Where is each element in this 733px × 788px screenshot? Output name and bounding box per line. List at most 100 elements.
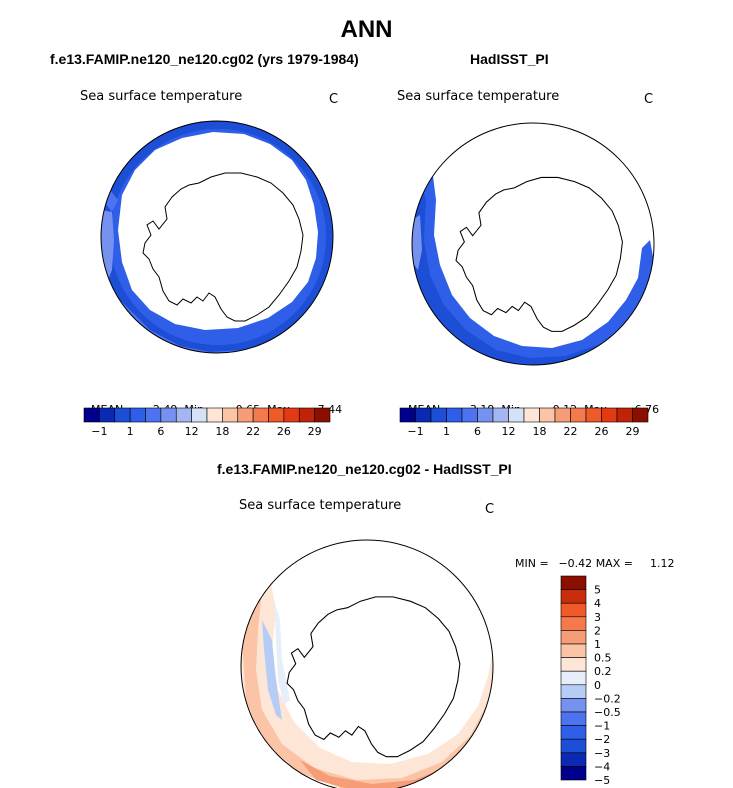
panel-2-colorbar-tick-label: 18 bbox=[533, 425, 547, 438]
panel-1-colorbar-tick-label: −1 bbox=[91, 425, 107, 438]
panel-3-colorbar-tick-label: 3 bbox=[594, 611, 601, 624]
main-title: ANN bbox=[340, 16, 393, 43]
panel-3-units-label: C bbox=[485, 502, 495, 517]
panel-3-colorbar-tick-label: −5 bbox=[594, 774, 610, 787]
panel-3-colorbar-swatch bbox=[560, 643, 587, 658]
map-2-boundary bbox=[411, 122, 655, 366]
panel-3-colorbar-swatch bbox=[560, 589, 587, 604]
panel-2-colorbar: −1 1 6 12 18 22 26 29 bbox=[399, 407, 649, 438]
panel-2-colorbar-swatch bbox=[446, 407, 463, 423]
panel-2-colorbar-tick-label: 1 bbox=[443, 425, 450, 438]
panel-3-variable-label: Sea surface temperature bbox=[239, 498, 402, 513]
panel-3-min-label: MIN = bbox=[515, 557, 549, 570]
panel-1-colorbar-swatch bbox=[268, 407, 285, 423]
panel-1-colorbar-swatch bbox=[129, 407, 146, 423]
map-2-ocean-light-patch bbox=[412, 215, 422, 270]
panel-2-colorbar-swatch bbox=[570, 407, 587, 423]
map-1 bbox=[100, 120, 334, 354]
panel-2-variable-label: Sea surface temperature bbox=[397, 89, 560, 104]
panel-1-title: f.e13.FAMIP.ne120_ne120.cg02 (yrs 1979-1… bbox=[50, 51, 359, 67]
map-2-antarctica-outline bbox=[455, 176, 623, 332]
map-1-boundary bbox=[100, 120, 334, 354]
panel-2-colorbar-swatch bbox=[523, 407, 540, 423]
panel-3-colorbar-tick-label: 1 bbox=[594, 638, 601, 651]
panel-2-colorbar-tick-label: 6 bbox=[474, 425, 481, 438]
map-3-diff-cool-patch bbox=[262, 620, 282, 720]
panel-2-colorbar-swatch bbox=[539, 407, 556, 423]
panel-3-stats: MIN = −0.42 MAX = 1.12 bbox=[508, 544, 674, 570]
panel-3-colorbar-tick-label: −0.5 bbox=[594, 706, 621, 719]
panel-1-colorbar-swatch bbox=[160, 407, 177, 423]
panel-1-variable-label: Sea surface temperature bbox=[80, 89, 243, 104]
map-3-antarctica-outline bbox=[286, 596, 461, 758]
panel-2-colorbar-swatch bbox=[492, 407, 509, 423]
panel-1-colorbar-swatch bbox=[222, 407, 239, 423]
panel-1-colorbar-swatch bbox=[145, 407, 162, 423]
panel-3-min-value: −0.42 bbox=[558, 557, 593, 570]
panel-1-colorbar-swatch bbox=[114, 407, 131, 423]
panel-1-colorbar-tick-label: 26 bbox=[277, 425, 291, 438]
panel-1-colorbar: −1 1 6 12 18 22 26 29 bbox=[83, 407, 331, 438]
panel-2-units-label: C bbox=[644, 92, 654, 107]
panel-3-colorbar-tick-label: −2 bbox=[594, 733, 610, 746]
panel-3-colorbar-swatch bbox=[560, 738, 587, 754]
panel-3-colorbar-swatch bbox=[560, 602, 587, 618]
panel-3-colorbar-swatch bbox=[560, 575, 587, 590]
panel-2-colorbar-swatch bbox=[616, 407, 633, 423]
panel-2-colorbar-swatch bbox=[415, 407, 432, 423]
panel-3-colorbar-swatch bbox=[560, 684, 587, 699]
panel-3-colorbar-tick-label: 2 bbox=[594, 624, 601, 637]
panel-2-colorbar-swatch bbox=[508, 407, 525, 423]
panel-1-colorbar-swatch bbox=[191, 407, 208, 423]
panel-2-colorbar-swatch bbox=[632, 407, 649, 423]
panel-3-colorbar-tick-label: 0.5 bbox=[594, 652, 612, 665]
panel-2-colorbar-swatch bbox=[461, 407, 478, 423]
panel-1-colorbar-tick-label: 18 bbox=[215, 425, 229, 438]
panel-1-colorbar-swatch bbox=[314, 407, 331, 423]
panel-1-colorbar-tick-label: 1 bbox=[127, 425, 134, 438]
panel-2-colorbar-swatch bbox=[601, 407, 618, 423]
panel-2-colorbar-swatch bbox=[585, 407, 602, 423]
panel-2-colorbar-swatch bbox=[554, 407, 571, 423]
panel-3-colorbar-tick-label: −3 bbox=[594, 747, 610, 760]
panel-3-colorbar-tick-label: −0.2 bbox=[594, 692, 621, 705]
panel-1-colorbar-tick-label: 12 bbox=[185, 425, 199, 438]
panel-1-colorbar-tick-label: 22 bbox=[246, 425, 260, 438]
panel-3-colorbar-tick-label: −4 bbox=[594, 760, 610, 773]
panel-3-colorbar-swatch bbox=[560, 670, 587, 686]
panel-2-colorbar-swatch bbox=[399, 407, 416, 423]
panel-1-colorbar-swatch bbox=[237, 407, 254, 423]
panel-3-colorbar-swatch bbox=[560, 711, 587, 726]
panel-3-colorbar-tick-label: −1 bbox=[594, 720, 610, 733]
map-3-diff-pale-cool-patch bbox=[274, 600, 290, 705]
panel-1-colorbar-tick-label: 29 bbox=[308, 425, 322, 438]
panel-3-colorbar-tick-label: 5 bbox=[594, 584, 601, 597]
panel-3-colorbar-swatch bbox=[560, 766, 587, 781]
panel-1-units-label: C bbox=[329, 92, 339, 107]
panel-3-colorbar-swatch bbox=[560, 725, 587, 740]
panel-2-colorbar-swatch bbox=[477, 407, 494, 423]
panel-1-colorbar-swatch bbox=[83, 407, 100, 423]
panel-2-colorbar-tick-label: 22 bbox=[564, 425, 578, 438]
panel-2-colorbar-tick-label: 12 bbox=[502, 425, 516, 438]
panel-2-colorbar-swatch bbox=[430, 407, 447, 423]
panel-2-colorbar-tick-label: −1 bbox=[407, 425, 423, 438]
panel-1-colorbar-swatch bbox=[298, 407, 315, 423]
panel-3-colorbar-tick-label: 0.2 bbox=[594, 665, 612, 678]
panel-2-title: HadISST_PI bbox=[470, 51, 549, 67]
panel-1-colorbar-swatch bbox=[206, 407, 223, 423]
map-3-boundary bbox=[240, 539, 494, 788]
map-2 bbox=[411, 122, 655, 366]
panel-1-colorbar-tick-label: 6 bbox=[157, 425, 164, 438]
panel-1-colorbar-swatch bbox=[99, 407, 116, 423]
panel-1-colorbar-swatch bbox=[175, 407, 192, 423]
panel-2-colorbar-tick-label: 26 bbox=[595, 425, 609, 438]
panel-3-colorbar-swatch bbox=[560, 630, 587, 645]
panel-1-colorbar-swatch bbox=[283, 407, 300, 423]
panel-3-title: f.e13.FAMIP.ne120_ne120.cg02 - HadISST_P… bbox=[217, 461, 512, 477]
panel-3-colorbar-swatch bbox=[560, 698, 587, 713]
panel-3-max-label: MAX = bbox=[595, 557, 633, 570]
panel-3-max-value: 1.12 bbox=[649, 557, 675, 570]
